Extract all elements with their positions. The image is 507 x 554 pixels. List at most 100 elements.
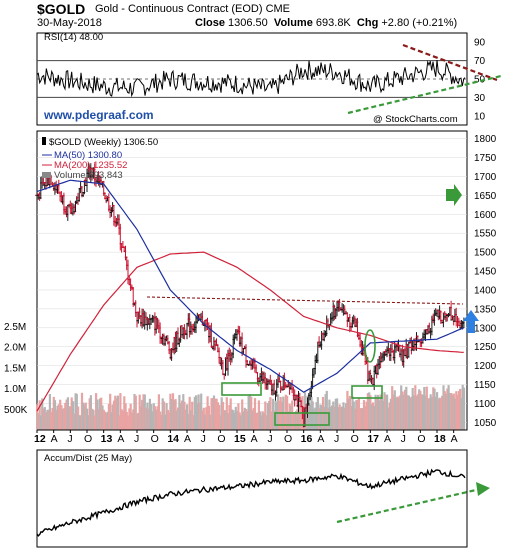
volume-bar xyxy=(238,412,241,430)
volume-bar xyxy=(162,401,166,430)
svg-text:$GOLD (Weekly) 1306.50: $GOLD (Weekly) 1306.50 xyxy=(49,137,158,148)
volume-bar xyxy=(407,395,410,430)
x-tick-label: A xyxy=(451,433,458,445)
volume-bar xyxy=(136,413,139,430)
volume-bar xyxy=(271,398,275,430)
volume-bar xyxy=(177,407,180,430)
volume-bar xyxy=(74,393,77,430)
svg-text:Volume 693,843: Volume 693,843 xyxy=(54,170,123,181)
accum-dist-legend: Accum/Dist (25 May) xyxy=(44,453,132,464)
volume-bar xyxy=(319,404,322,430)
volume-bar xyxy=(409,397,412,430)
volume-bar xyxy=(392,394,395,430)
volume-bar xyxy=(342,402,345,430)
volume-bar xyxy=(251,410,254,430)
volume-bar xyxy=(209,414,212,430)
svg-text:MA(200) 1235.52: MA(200) 1235.52 xyxy=(54,160,127,171)
volume-bar xyxy=(228,405,231,430)
volume-bar xyxy=(205,407,208,430)
volume-bar xyxy=(165,403,168,430)
volume-bar xyxy=(345,403,348,430)
x-tick-label: 16 xyxy=(301,433,313,445)
volume-bar xyxy=(462,387,466,430)
volume-bar xyxy=(382,400,385,430)
volume-bar xyxy=(161,398,164,430)
volume-bar xyxy=(373,405,376,430)
volume-bar xyxy=(100,397,103,430)
volume-bar xyxy=(143,394,146,430)
volume-bar xyxy=(207,405,210,430)
volume-bar xyxy=(456,395,459,430)
volume-bar xyxy=(378,400,381,430)
volume-bar xyxy=(246,411,249,430)
volume-bar xyxy=(96,399,99,430)
volume-bar xyxy=(102,409,105,430)
volume-bar xyxy=(437,398,440,430)
volume-bar xyxy=(132,409,135,430)
x-tick-label: 15 xyxy=(234,433,246,445)
volume-bar xyxy=(371,402,375,430)
volume-bar xyxy=(441,395,444,430)
volume-bar xyxy=(83,404,86,430)
price-tick-label: 1500 xyxy=(474,248,497,259)
volume-bar xyxy=(66,397,69,430)
support-box-1 xyxy=(221,382,262,396)
volume-bar xyxy=(357,397,360,430)
volume-bar xyxy=(78,415,81,430)
volume-bar xyxy=(377,394,380,430)
volume-bar xyxy=(332,401,335,430)
volume-bar xyxy=(125,411,128,430)
volume-bar xyxy=(432,387,435,430)
volume-bar xyxy=(243,407,246,430)
volume-bar xyxy=(438,397,441,430)
volume-bar xyxy=(433,388,436,430)
chart-symbol: $GOLD xyxy=(37,1,86,17)
volume-bar xyxy=(192,415,195,430)
rsi-tick-label: 90 xyxy=(474,38,486,49)
volume-bar xyxy=(151,411,154,430)
volume-bar xyxy=(436,392,439,430)
volume-bar xyxy=(57,404,60,430)
volume-bar xyxy=(224,410,227,430)
volume-bar xyxy=(386,394,389,430)
rsi-downtrend-line xyxy=(402,43,498,82)
volume-bar xyxy=(223,410,226,430)
price-tick-label: 1650 xyxy=(474,191,497,202)
blue-arrow-icon xyxy=(463,310,479,333)
volume-bar xyxy=(414,385,417,430)
volume-bar xyxy=(423,387,426,430)
volume-bar xyxy=(134,395,137,430)
volume-bar xyxy=(55,409,58,430)
volume-bar xyxy=(119,393,122,430)
volume-bar xyxy=(359,408,362,430)
volume-bar xyxy=(248,394,251,430)
volume-bar xyxy=(187,414,190,430)
volume-bar xyxy=(428,398,431,430)
rsi-tick-label: 50 xyxy=(474,75,486,86)
volume-bar xyxy=(250,396,253,430)
volume-bar xyxy=(41,398,44,430)
volume-bar xyxy=(320,405,323,430)
volume-bar xyxy=(236,411,239,430)
volume-bar xyxy=(288,403,291,430)
volume-bar xyxy=(429,394,432,430)
volume-bar xyxy=(68,406,71,430)
volume-bar xyxy=(318,408,321,430)
volume-bar xyxy=(184,409,187,430)
x-axis: 12 A J O 13 A J O 14 A J O 15 A J O 16 A J O 17 A J O 18 A xyxy=(34,430,458,445)
volume-tick-label: 1.0M xyxy=(4,384,26,395)
volume-bar xyxy=(325,390,328,430)
price-tick-label: 1150 xyxy=(474,380,496,391)
price-axis: 1800 1750 1700 1650 1600 1550 1500 1450 1400 1350… xyxy=(474,134,497,429)
x-tick-label: 18 xyxy=(434,433,446,445)
x-tick-label: J xyxy=(134,433,139,445)
volume-bar xyxy=(64,403,67,430)
volume-bar xyxy=(402,394,405,430)
volume-bar xyxy=(266,403,269,430)
support-box-2 xyxy=(274,412,330,426)
volume-bar xyxy=(457,391,460,430)
volume-bar xyxy=(48,394,51,430)
x-tick-label: J xyxy=(267,433,272,445)
volume-bar xyxy=(380,397,384,430)
volume-bar xyxy=(348,395,351,430)
